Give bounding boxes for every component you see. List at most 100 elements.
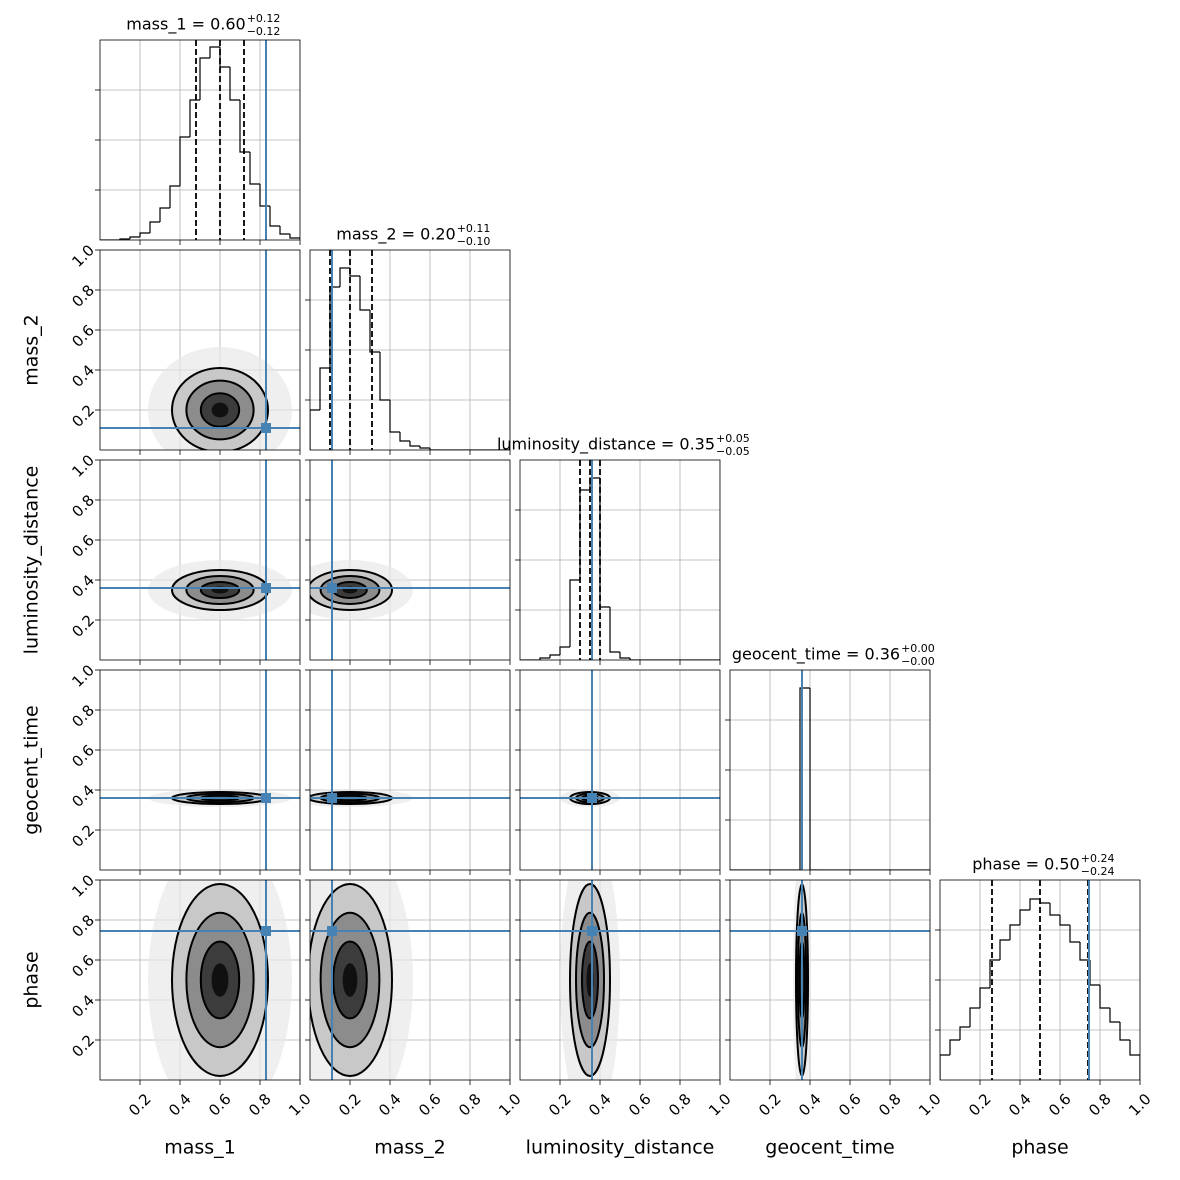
y-tick-label: 0.6 xyxy=(68,741,98,771)
y-tick-label: 1.0 xyxy=(68,661,98,691)
truth-marker xyxy=(327,926,337,936)
x-tick-label: 0.4 xyxy=(585,1090,615,1120)
title-lower: −0.24 xyxy=(1081,865,1115,878)
title-lower: −0.10 xyxy=(457,235,491,248)
histogram-step xyxy=(1079,942,1090,961)
panel xyxy=(515,669,721,875)
x-axis-label: luminosity_distance xyxy=(526,1137,715,1159)
panel-frame xyxy=(309,879,511,1081)
histogram-step xyxy=(559,646,570,655)
x-axis-label: phase xyxy=(1011,1137,1068,1159)
contour xyxy=(581,940,599,1020)
title-lower: −0.05 xyxy=(716,445,750,458)
plot-area xyxy=(310,460,510,660)
histogram-step xyxy=(310,409,320,450)
y-tick-label: 1.0 xyxy=(68,871,98,901)
panel: 0.2 0.4 0.6 0.8 1.0 xyxy=(305,879,525,1120)
x-tick-label: 0.2 xyxy=(335,1090,365,1120)
histogram-step xyxy=(249,152,260,185)
panel-title: phase = 0.50 xyxy=(972,855,1079,874)
histogram-step xyxy=(179,136,190,186)
x-tick-label: 0.8 xyxy=(1085,1090,1115,1120)
panel-frame xyxy=(309,249,511,451)
histogram-step xyxy=(809,688,820,870)
histogram-step xyxy=(1089,960,1100,986)
title-upper: +0.24 xyxy=(1081,852,1115,865)
x-tick-label: 0.4 xyxy=(375,1090,405,1120)
plot-area xyxy=(100,40,300,240)
histogram-step xyxy=(239,100,250,153)
y-tick-label: 1.0 xyxy=(68,451,98,481)
title-upper: +0.12 xyxy=(247,12,281,25)
truth-marker xyxy=(261,583,271,593)
panel-frame xyxy=(99,669,301,871)
x-tick-label: 0.4 xyxy=(165,1090,195,1120)
truth-marker xyxy=(797,926,807,936)
x-axis-label: mass_2 xyxy=(374,1137,446,1159)
y-tick-label: 0.6 xyxy=(68,951,98,981)
panel: 0.2 0.4 0.6 0.8 1.0 xyxy=(725,879,945,1120)
contour xyxy=(310,883,393,1077)
histogram-step xyxy=(1019,909,1030,925)
y-tick-label: 0.6 xyxy=(68,531,98,561)
histogram-step xyxy=(369,310,380,353)
y-axis-label: luminosity_distance xyxy=(21,466,43,655)
histogram-step xyxy=(269,206,280,227)
density-level xyxy=(211,402,229,418)
plot-area xyxy=(100,460,300,660)
y-tick-label: 0.4 xyxy=(68,781,98,811)
panel: 0.2 0.4 0.6 0.8 1.0 phase = 0.50 +0.24−0.24 xyxy=(935,852,1155,1120)
x-tick-label: 1.0 xyxy=(1125,1090,1155,1120)
plot-area xyxy=(100,880,300,1080)
x-tick-label: 0.4 xyxy=(1005,1090,1035,1120)
panel: 0.2 0.4 0.6 0.8 1.0 0.2 0.4 0.6 0.8 1.0 xyxy=(68,871,314,1120)
density-level xyxy=(211,963,229,997)
contour xyxy=(319,575,381,605)
x-tick-label: 1.0 xyxy=(495,1090,525,1120)
histogram-step xyxy=(199,57,210,100)
histogram-step xyxy=(969,1007,980,1027)
truth-marker xyxy=(327,793,337,803)
x-tick-label: 0.2 xyxy=(125,1090,155,1120)
x-tick-label: 0.6 xyxy=(625,1090,655,1120)
y-tick-label: 0.4 xyxy=(68,571,98,601)
y-tick-label: 0.8 xyxy=(68,281,98,311)
histogram-step xyxy=(1129,1040,1140,1080)
histogram-step xyxy=(619,652,630,659)
contour xyxy=(185,575,255,605)
panel-frame xyxy=(519,879,721,1081)
histogram-step xyxy=(989,959,1000,988)
plot-area xyxy=(310,880,510,1080)
histogram-step xyxy=(539,657,550,660)
histogram-step xyxy=(159,207,170,222)
y-tick-label: 0.2 xyxy=(68,401,98,431)
y-tick-label: 0.2 xyxy=(68,611,98,641)
contour xyxy=(575,911,605,1049)
histogram-step xyxy=(1059,915,1070,926)
y-tick-label: 0.2 xyxy=(68,821,98,851)
title-upper: +0.05 xyxy=(716,432,750,445)
x-tick-label: 0.2 xyxy=(755,1090,785,1120)
x-tick-label: 0.8 xyxy=(665,1090,695,1120)
x-tick-label: 0.2 xyxy=(545,1090,575,1120)
contour xyxy=(199,392,241,428)
panel-frame xyxy=(519,459,721,661)
histogram-step xyxy=(399,432,410,442)
contour xyxy=(319,911,381,1049)
panel-title: luminosity_distance = 0.35 xyxy=(497,435,715,455)
contour xyxy=(199,581,241,599)
histogram-step xyxy=(419,446,430,449)
panel: luminosity_distance = 0.35 +0.05−0.05 xyxy=(497,432,750,665)
plot-area xyxy=(520,670,720,870)
y-axis-label: phase xyxy=(21,951,43,1008)
histogram-step xyxy=(429,448,440,450)
contour xyxy=(185,379,255,441)
panel-frame xyxy=(99,879,301,1081)
truth-marker xyxy=(587,926,597,936)
panel: 0.2 0.4 0.6 0.8 1.0 xyxy=(68,661,301,875)
plot-area xyxy=(940,880,1140,1080)
histogram-step xyxy=(1109,1008,1120,1023)
panel: 0.2 0.4 0.6 0.8 1.0 xyxy=(515,879,735,1120)
plot-area xyxy=(310,670,510,870)
